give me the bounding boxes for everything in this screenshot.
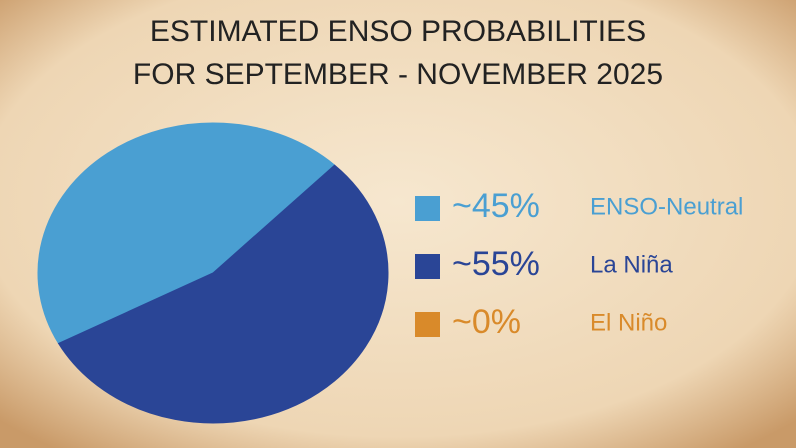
value-label: ~0% <box>452 303 521 341</box>
legend-label: ENSO-Neutral <box>590 193 743 220</box>
legend-swatch <box>415 312 440 337</box>
pie-slice <box>37 122 336 345</box>
chart-title: FOR SEPTEMBER - NOVEMBER 2025 <box>133 58 663 91</box>
legend-label: La Niña <box>590 251 673 278</box>
pie-slice <box>57 164 389 424</box>
chart-title: ESTIMATED ENSO PROBABILITIES <box>150 15 646 48</box>
value-label: ~45% <box>452 187 540 225</box>
legend-swatch <box>415 254 440 279</box>
value-label: ~55% <box>452 245 540 283</box>
legend-swatch <box>415 196 440 221</box>
legend-label: El Niño <box>590 309 667 336</box>
